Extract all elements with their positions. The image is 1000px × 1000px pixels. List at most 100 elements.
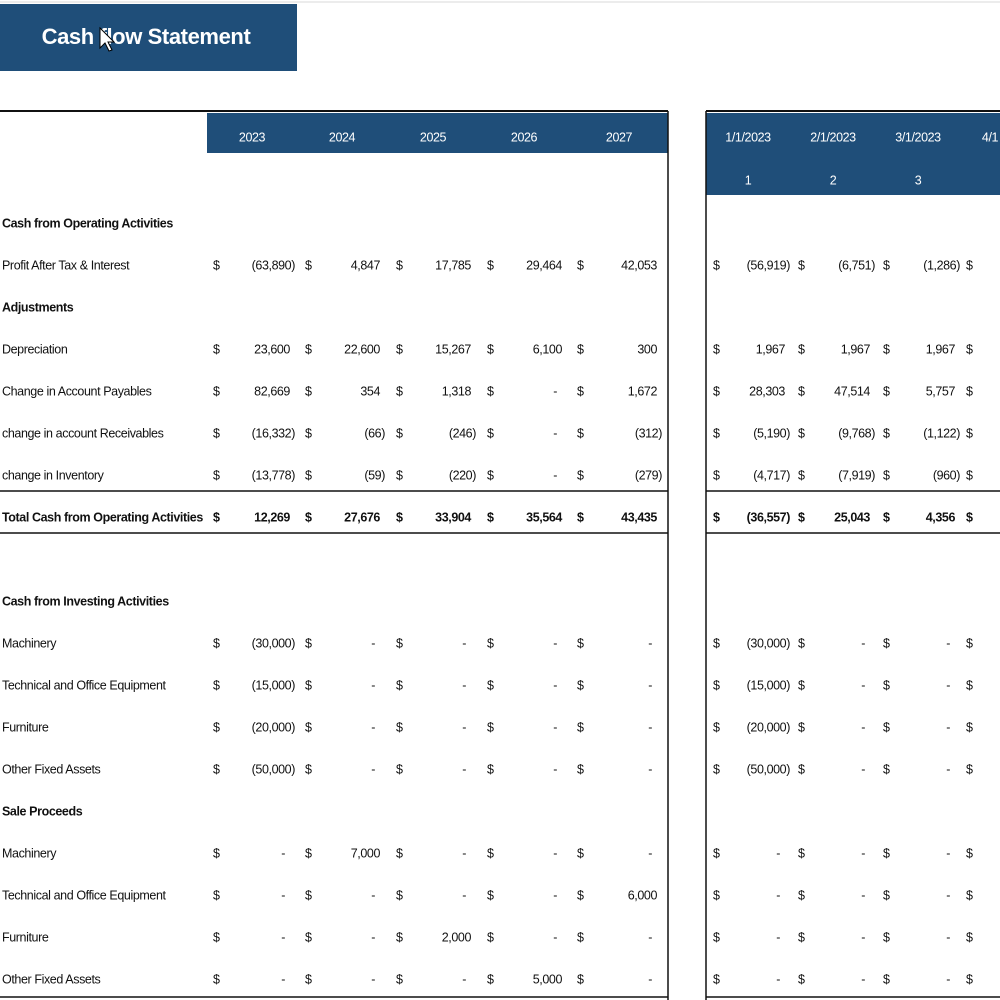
cell-value: (20,000)	[252, 720, 296, 734]
currency: $	[798, 678, 805, 692]
cell-value: 27,676	[344, 510, 380, 524]
currency: $	[577, 720, 584, 734]
cell-value: 4,356	[926, 510, 956, 524]
currency: $	[396, 636, 403, 650]
row-label: Depreciation	[2, 342, 68, 356]
date-header: 1/1/2023	[725, 130, 771, 144]
currency: $	[396, 762, 403, 776]
currency: $	[213, 426, 220, 440]
cell-value: -	[371, 888, 375, 902]
cell-value: -	[371, 930, 375, 944]
cell-value: -	[776, 888, 780, 902]
cell-value: 5,757	[926, 384, 956, 398]
currency: $	[396, 720, 403, 734]
row-label: Change in Account Payables	[2, 384, 152, 398]
currency: $	[487, 636, 494, 650]
cell-value: -	[946, 762, 950, 776]
cell-value: -	[776, 846, 780, 860]
cell-value: 12,269	[254, 510, 290, 524]
cell-value: (56,919)	[747, 258, 791, 272]
year-header: 2023	[239, 130, 266, 144]
cell-value: (15,000)	[747, 678, 791, 692]
cell-value: 5,000	[533, 972, 563, 986]
date-header: 2/1/2023	[810, 130, 856, 144]
currency: $	[883, 636, 890, 650]
currency: $	[966, 258, 973, 272]
currency: $	[487, 720, 494, 734]
currency: $	[305, 426, 312, 440]
currency: $	[213, 636, 220, 650]
currency: $	[883, 258, 890, 272]
currency: $	[213, 846, 220, 860]
cell-value: 42,053	[621, 258, 657, 272]
cell-value: (246)	[449, 426, 476, 440]
cell-value: -	[371, 762, 375, 776]
currency: $	[487, 762, 494, 776]
currency: $	[305, 468, 312, 482]
cell-value: (20,000)	[747, 720, 791, 734]
currency: $	[396, 846, 403, 860]
currency: $	[577, 930, 584, 944]
currency: $	[487, 972, 494, 986]
currency: $	[487, 846, 494, 860]
currency: $	[396, 678, 403, 692]
currency: $	[966, 426, 973, 440]
cell-value: 1,967	[756, 342, 786, 356]
cell-value: 1,672	[628, 384, 658, 398]
cell-value: -	[371, 636, 375, 650]
row-label: Technical and Office Equipment	[2, 888, 166, 902]
cell-value: -	[553, 720, 557, 734]
currency: $	[577, 972, 584, 986]
currency: $	[487, 468, 494, 482]
cell-value: 82,669	[254, 384, 290, 398]
cell-value: 47,514	[834, 384, 870, 398]
cell-value: (312)	[635, 426, 662, 440]
currency: $	[713, 930, 720, 944]
currency: $	[713, 468, 720, 482]
currency: $	[213, 468, 220, 482]
title: Cash flow Statement	[42, 24, 252, 49]
cell-value: -	[776, 930, 780, 944]
cell-value: -	[861, 762, 865, 776]
cell-value: (63,890)	[252, 258, 296, 272]
currency: $	[883, 384, 890, 398]
cell-value: -	[553, 930, 557, 944]
cell-value: -	[553, 426, 557, 440]
currency: $	[883, 426, 890, 440]
currency: $	[396, 888, 403, 902]
annual-header-bar	[207, 113, 668, 153]
currency: $	[713, 888, 720, 902]
currency: $	[396, 342, 403, 356]
cell-value: -	[281, 972, 285, 986]
cell-value: -	[371, 972, 375, 986]
cell-value: (279)	[635, 468, 662, 482]
currency: $	[396, 930, 403, 944]
cell-value: (36,557)	[747, 510, 791, 524]
currency: $	[798, 720, 805, 734]
cell-value: -	[371, 678, 375, 692]
row-label: Technical and Office Equipment	[2, 678, 166, 692]
cell-value: 35,564	[526, 510, 562, 524]
cells: 2023 2024 2025 2026 2027 1/1/2023 2/1/2023 3/1/…	[2, 130, 999, 986]
currency: $	[305, 930, 312, 944]
currency: $	[966, 468, 973, 482]
row-label: Furniture	[2, 930, 49, 944]
row-label: Total Cash from Operating Activities	[2, 510, 203, 524]
currency: $	[798, 426, 805, 440]
monthly-header-bar	[706, 113, 1000, 195]
cell-value: -	[553, 846, 557, 860]
row-label: change in Inventory	[2, 468, 105, 482]
row-label: change in account Receivables	[2, 426, 164, 440]
cell-value: (50,000)	[747, 762, 791, 776]
currency: $	[713, 510, 720, 524]
cell-value: 33,904	[435, 510, 471, 524]
currency: $	[966, 510, 973, 524]
cell-value: -	[553, 762, 557, 776]
currency: $	[883, 342, 890, 356]
cell-value: -	[462, 888, 466, 902]
cell-value: -	[648, 846, 652, 860]
currency: $	[213, 258, 220, 272]
currency: $	[577, 468, 584, 482]
cell-value: (960)	[933, 468, 960, 482]
currency: $	[577, 510, 584, 524]
